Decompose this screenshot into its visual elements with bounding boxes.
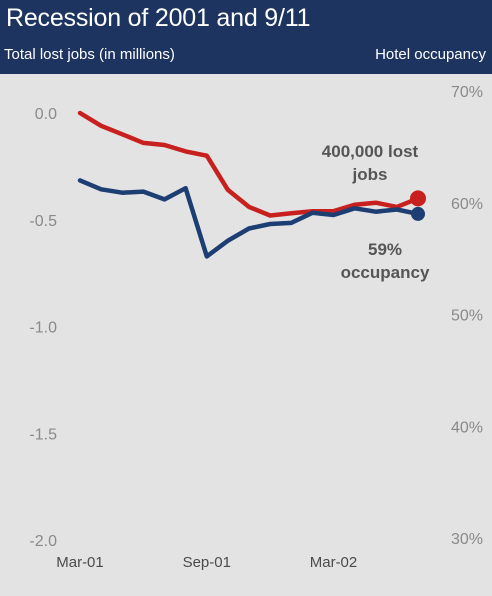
x-axis-ticks: Mar-01 Sep-01 Mar-02	[56, 554, 357, 571]
annotation-label: 400,000 lost	[322, 142, 419, 161]
annotation-label: occupancy	[341, 263, 430, 282]
x-tick-label: Sep-01	[183, 554, 231, 571]
right-tick-label: 50%	[451, 308, 483, 325]
right-tick-label: 60%	[451, 196, 483, 213]
right-tick-label: 40%	[451, 419, 483, 436]
left-axis-title: Total lost jobs (in millions)	[4, 46, 175, 63]
chart-header: Recession of 2001 and 9/11 Total lost jo…	[0, 0, 492, 74]
left-tick-label: -1.5	[29, 426, 57, 443]
right-axis-ticks: 70% 60% 50% 40% 30%	[451, 84, 483, 548]
left-axis-ticks: 0.0 -0.5 -1.0 -1.5 -2.0	[29, 106, 57, 550]
series-end-point-hotel-occupancy	[411, 206, 425, 221]
left-tick-label: 0.0	[35, 106, 57, 123]
series-end-point-lost-jobs	[410, 190, 426, 207]
left-tick-label: -2.0	[29, 533, 57, 550]
series-line-hotel-occupancy	[77, 178, 421, 259]
right-tick-label: 70%	[451, 84, 483, 101]
annotations: 400,000 lost jobs 59% occupancy	[322, 142, 430, 282]
series-layer	[77, 110, 426, 259]
left-tick-label: -1.0	[29, 320, 57, 337]
chart-title: Recession of 2001 and 9/11	[6, 4, 311, 32]
series-line-lost-jobs	[77, 110, 421, 218]
x-tick-label: Mar-02	[310, 554, 358, 571]
right-axis-title: Hotel occupancy	[375, 46, 486, 63]
annotation-label: 59%	[368, 240, 402, 259]
left-tick-label: -0.5	[29, 213, 57, 230]
annotation-label: jobs	[352, 165, 388, 184]
x-tick-label: Mar-01	[56, 554, 104, 571]
right-tick-label: 30%	[451, 531, 483, 548]
